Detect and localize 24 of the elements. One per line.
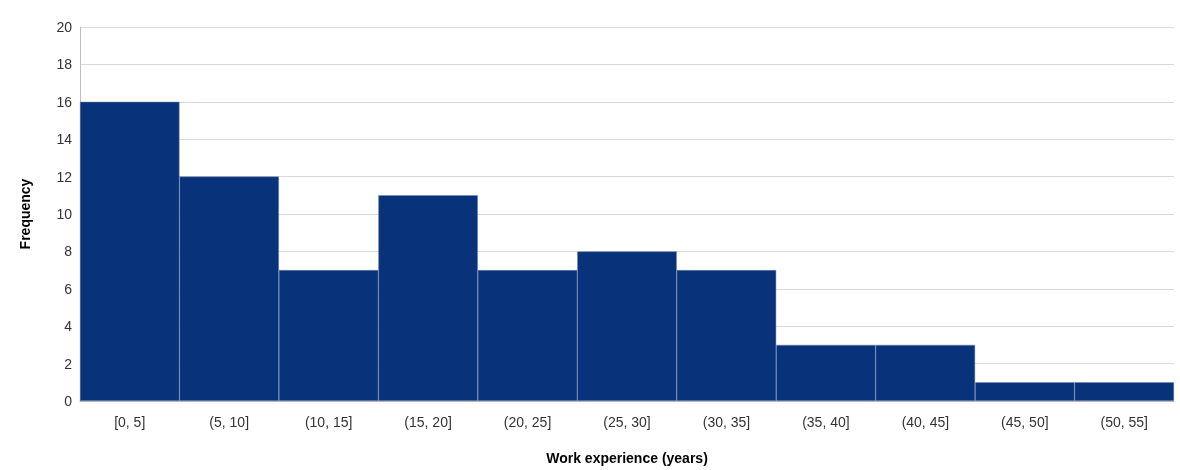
x-tick-label: (45, 50] (1001, 414, 1049, 430)
x-tick-label: (30, 35] (702, 414, 751, 430)
x-axis-title: Work experience (years) (546, 450, 708, 466)
x-tick-label: (5, 10] (209, 414, 250, 430)
x-tick-label: (40, 45] (901, 414, 950, 430)
x-tick-label: (50, 55] (1100, 414, 1149, 430)
y-tick-label: 14 (56, 131, 73, 148)
y-tick-label: 12 (56, 168, 73, 185)
y-tick-label: 8 (64, 243, 73, 260)
y-tick-label: 0 (64, 393, 73, 409)
x-tick-label: (20, 25] (503, 414, 552, 430)
x-tick-label: (35, 40] (802, 414, 850, 430)
y-axis-title: Frequency (17, 178, 33, 250)
y-tick-label: 4 (64, 318, 73, 335)
y-tick-label: 2 (64, 355, 73, 372)
y-tick-label: 18 (56, 56, 73, 73)
y-tick-label: 16 (56, 93, 73, 110)
y-tick-label: 6 (64, 280, 73, 297)
y-tick-label: 20 (56, 19, 73, 35)
x-tick-label: (10, 15] (304, 414, 353, 430)
x-tick-label: (15, 20] (404, 414, 452, 430)
x-tick-label: (25, 30] (603, 414, 651, 430)
y-tick-label: 10 (56, 206, 73, 222)
x-tick-label: [0, 5] (114, 414, 146, 430)
